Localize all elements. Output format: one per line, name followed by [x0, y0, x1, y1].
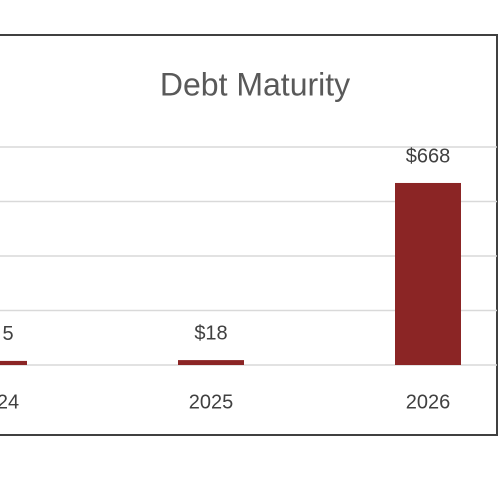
x-tick-label: 2026 [406, 391, 451, 413]
x-tick-label: 24 [0, 391, 19, 413]
bar [0, 360, 27, 365]
bar [178, 360, 244, 365]
data-label: $18 [194, 322, 227, 344]
x-tick-label: 2025 [189, 391, 234, 413]
chart-title: Debt Maturity [160, 66, 350, 102]
data-label: $668 [406, 145, 451, 167]
bar [395, 182, 461, 365]
data-label: 5 [2, 323, 13, 345]
